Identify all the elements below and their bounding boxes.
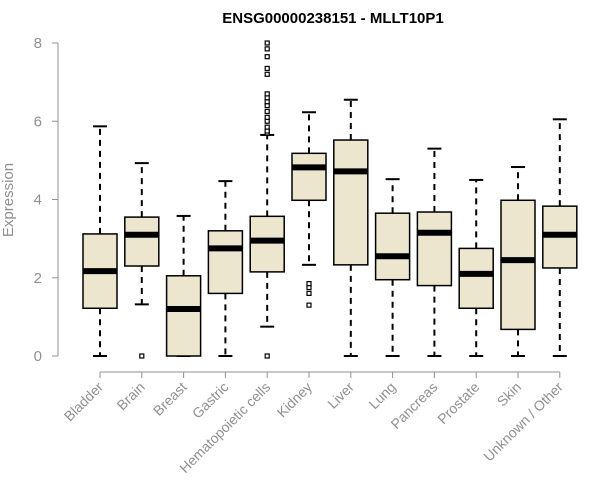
box-rect (207, 230, 244, 295)
outlier-point (306, 302, 312, 308)
box-9 (458, 178, 494, 357)
box-rect (374, 212, 411, 281)
x-tick-label: Liver (324, 379, 357, 412)
outlier-point (264, 353, 270, 359)
box-10 (500, 166, 536, 357)
box-2 (165, 214, 202, 357)
x-tick-label: Prostate (434, 379, 482, 427)
outlier-point (264, 71, 270, 77)
box-rect (124, 216, 160, 267)
outlier-point (264, 114, 270, 120)
x-tick-label: Lung (365, 379, 398, 412)
box-rect (165, 275, 202, 357)
x-tick-label: Skin (494, 379, 525, 410)
y-tick-label: 0 (34, 348, 42, 365)
chart-title: ENSG00000238151 - MLLT10P1 (222, 10, 444, 27)
outlier-point (264, 46, 270, 52)
box-rect (458, 247, 494, 310)
box-rect (333, 139, 369, 266)
outlier-point (306, 290, 312, 296)
x-tick-label: Kidney (274, 379, 316, 421)
outlier-point (264, 40, 270, 46)
y-tick-label: 4 (34, 192, 42, 209)
box-0 (82, 125, 118, 357)
outlier-point (264, 65, 270, 72)
box-3 (207, 180, 244, 357)
x-tick-label: Bladder (61, 379, 107, 425)
x-tick-label: Breast (150, 379, 190, 419)
x-tick-label: Brain (113, 379, 147, 413)
outlier-point (264, 54, 270, 60)
box-8 (416, 147, 453, 357)
box-6 (333, 98, 369, 357)
box-rect (416, 211, 453, 287)
y-tick-label: 8 (34, 35, 42, 52)
plot-area (82, 40, 578, 359)
outlier-point (264, 124, 270, 130)
outlier-point (264, 91, 270, 97)
box-rect (291, 152, 327, 202)
y-tick-label: 6 (34, 113, 42, 130)
outlier-point (306, 281, 312, 287)
box-5 (291, 111, 327, 308)
x-tick-label: Unknown / Other (480, 379, 566, 465)
outlier-point (264, 108, 270, 115)
box-7 (374, 178, 411, 357)
outlier-point (139, 353, 145, 359)
box-rect (249, 215, 285, 273)
box-rect (500, 199, 536, 331)
y-axis: 0 2 4 6 8 (34, 35, 59, 365)
y-axis-label: Expression (0, 163, 17, 237)
box-1 (124, 162, 160, 359)
box-11 (542, 118, 578, 357)
y-tick-label: 2 (34, 270, 42, 287)
box-4 (249, 40, 285, 359)
